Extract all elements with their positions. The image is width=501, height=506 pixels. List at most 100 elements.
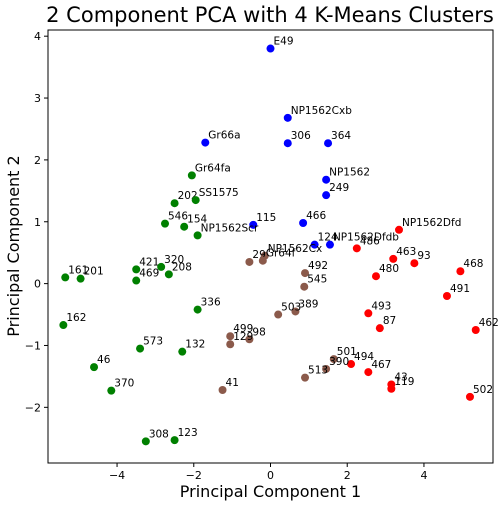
scatter-point	[283, 113, 292, 122]
point-label: 46	[97, 354, 111, 366]
point-label: 513	[308, 365, 328, 377]
scatter-point	[226, 340, 235, 349]
scatter-point	[301, 373, 310, 382]
point-label: 491	[450, 283, 470, 295]
scatter-point	[258, 256, 267, 265]
point-label: 41	[226, 377, 239, 389]
point-label: 123	[178, 427, 198, 439]
point-label: 546	[168, 211, 188, 223]
scatter-point	[132, 276, 141, 285]
scatter-point	[389, 254, 398, 263]
scatter-point	[132, 265, 141, 274]
point-label: 98	[252, 326, 265, 338]
point-label: 370	[114, 378, 134, 390]
point-label: 503	[281, 302, 301, 314]
point-label: 494	[354, 351, 374, 363]
scatter-point	[375, 324, 384, 333]
point-label: 162	[66, 312, 86, 324]
point-label: 129	[233, 331, 253, 343]
point-label: Gr66a	[208, 130, 240, 142]
scatter-point	[180, 222, 189, 231]
scatter-point	[249, 220, 258, 229]
point-label: 493	[371, 300, 391, 312]
point-label: 573	[143, 336, 163, 348]
point-label: NP1562Cxb	[291, 105, 352, 117]
scatter-point	[310, 240, 319, 249]
point-label: 43	[394, 371, 407, 383]
scatter-point	[300, 282, 309, 291]
point-label: 154	[187, 214, 207, 226]
point-label: 87	[383, 315, 396, 327]
chart-title: 2 Component PCA with 4 K-Means Clusters	[46, 3, 494, 27]
point-label: 161	[68, 264, 88, 276]
point-label: 320	[164, 254, 184, 266]
point-label: 462	[479, 317, 499, 329]
point-label: 201	[84, 266, 104, 278]
scatter-point	[352, 244, 361, 253]
scatter-point	[322, 191, 331, 200]
scatter-point	[325, 240, 334, 249]
y-tick-label: 3	[34, 92, 41, 105]
point-label: 390	[329, 356, 349, 368]
point-label: NP1562	[329, 167, 370, 179]
scatter-point	[364, 368, 373, 377]
scatter-point	[245, 257, 254, 266]
point-label: 499	[233, 323, 253, 335]
scatter-point	[201, 138, 210, 147]
point-label: 208	[172, 261, 192, 273]
scatter-point	[107, 386, 116, 395]
point-label: 545	[307, 274, 327, 286]
scatter-point	[387, 384, 396, 393]
point-label: 115	[256, 212, 276, 224]
y-tick-label: 0	[34, 278, 41, 291]
point-label: 421	[139, 256, 159, 268]
scatter-point	[324, 139, 333, 148]
y-tick-label: 4	[34, 30, 41, 43]
point-label: 249	[329, 182, 349, 194]
scatter-point	[301, 269, 310, 278]
point-label: 389	[298, 298, 318, 310]
scatter-point	[322, 364, 331, 373]
scatter-point	[76, 274, 85, 283]
scatter-point	[299, 218, 308, 227]
point-label: 308	[149, 428, 169, 440]
scatter-point	[364, 309, 373, 318]
scatter-point	[245, 335, 254, 344]
scatter-point	[395, 225, 404, 234]
x-axis-label: Principal Component 1	[180, 482, 361, 501]
point-label: 132	[185, 339, 205, 351]
scatter-point	[59, 321, 68, 330]
x-tick-label: 0	[267, 469, 274, 482]
scatter-point	[193, 231, 202, 240]
point-label: 469	[139, 268, 159, 280]
point-label: 119	[394, 376, 414, 388]
scatter-point	[283, 139, 292, 148]
scatter-point	[274, 310, 283, 319]
point-label: Gr64f	[266, 248, 296, 260]
point-label: Gr64fa	[195, 162, 231, 174]
point-label: 124	[318, 232, 338, 244]
point-label: NP1562Cx	[268, 243, 322, 255]
point-label: 466	[306, 210, 326, 222]
point-label: SS1575	[199, 187, 239, 199]
y-tick-label: 2	[34, 154, 41, 167]
point-label: 468	[463, 258, 483, 270]
point-label: 502	[473, 384, 493, 396]
scatter-point	[136, 344, 145, 353]
x-tick-label: −2	[186, 469, 202, 482]
scatter-point	[187, 171, 196, 180]
scatter-point	[90, 363, 99, 372]
scatter-point	[61, 273, 70, 282]
scatter-point	[291, 307, 300, 316]
point-label: NP1562Dfd	[402, 217, 461, 229]
scatter-point	[442, 291, 451, 300]
point-label: 480	[379, 263, 399, 275]
point-label: 336	[201, 297, 221, 309]
point-label: NP1562Scr	[201, 222, 259, 234]
scatter-point	[329, 355, 338, 364]
point-label: 463	[396, 246, 416, 258]
scatter-point	[170, 199, 179, 208]
scatter-point	[191, 196, 200, 205]
